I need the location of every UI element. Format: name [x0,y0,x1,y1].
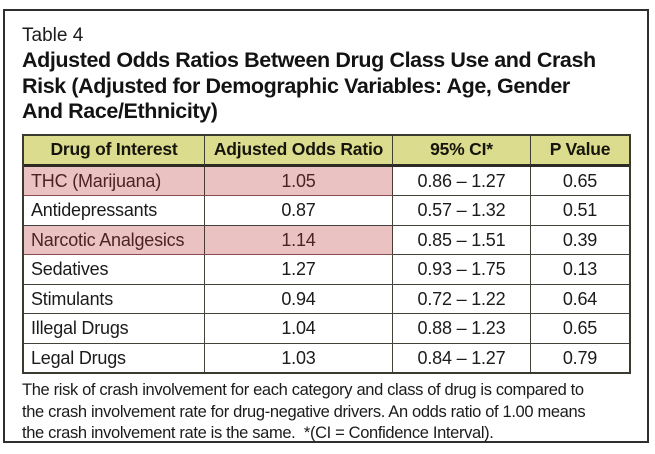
title-line-1: Adjusted Odds Ratios Between Drug Class … [22,48,596,72]
cell-drug: Illegal Drugs [24,314,205,344]
cell-ci: 0.84 – 1.27 [393,343,531,372]
cell-drug: Legal Drugs [24,343,205,372]
footnote-line-3: the crash involvement rate is the same. … [22,424,494,442]
cell-ci: 0.57 – 1.32 [393,196,531,226]
table-row-sedatives: Sedatives 1.27 0.93 – 1.75 0.13 [24,255,629,285]
column-header-p-value: P Value [531,135,629,167]
cell-odds-ratio: 1.27 [205,255,393,285]
column-header-95-ci: 95% CI* [393,135,531,167]
table-row-stimulants: Stimulants 0.94 0.72 – 1.22 0.64 [24,284,629,314]
table-row-illegal-drugs: Illegal Drugs 1.04 0.88 – 1.23 0.65 [24,314,629,344]
odds-ratio-table: Drug of Interest Adjusted Odds Ratio 95%… [22,133,631,374]
column-header-adjusted-odds-ratio: Adjusted Odds Ratio [205,135,393,167]
figure-content: Table 4 Adjusted Odds Ratios Between Dru… [5,11,647,445]
footnote-line-2: the crash involvement rate for drug-nega… [22,402,586,421]
cell-drug: Stimulants [24,284,205,314]
cell-ci: 0.88 – 1.23 [393,314,531,344]
cell-p-value: 0.39 [531,225,629,255]
cell-drug: Narcotic Analgesics [24,225,205,255]
column-header-drug-of-interest: Drug of Interest [24,135,205,167]
cell-p-value: 0.65 [531,166,629,196]
footnote: The risk of crash involvement for each c… [22,380,637,445]
cell-odds-ratio: 0.94 [205,284,393,314]
table-row-legal-drugs: Legal Drugs 1.03 0.84 – 1.27 0.79 [24,343,629,372]
cell-ci: 0.85 – 1.51 [393,225,531,255]
title-line-2: Risk (Adjusted for Demographic Variables… [22,73,570,98]
cell-odds-ratio: 1.04 [205,314,393,344]
cell-drug: THC (Marijuana) [24,166,205,196]
cell-drug: Sedatives [24,255,205,285]
cell-ci: 0.86 – 1.27 [393,166,531,196]
table-row-thc-marijuana: THC (Marijuana) 1.05 0.86 – 1.27 0.65 [24,166,629,196]
cell-odds-ratio: 1.05 [205,166,393,196]
cell-odds-ratio: 1.14 [205,225,393,255]
cell-p-value: 0.65 [531,314,629,344]
cell-p-value: 0.64 [531,284,629,314]
table-figure-frame: Table 4 Adjusted Odds Ratios Between Dru… [3,9,649,443]
title-line-3: And Race/Ethnicity) [22,99,218,123]
cell-odds-ratio: 1.03 [205,343,393,372]
cell-ci: 0.72 – 1.22 [393,284,531,314]
cell-odds-ratio: 0.87 [205,196,393,226]
cell-p-value: 0.13 [531,255,629,285]
cell-p-value: 0.79 [531,343,629,372]
header-row: Drug of Interest Adjusted Odds Ratio 95%… [24,135,629,167]
cell-ci: 0.93 – 1.75 [393,255,531,285]
footnote-line-1: The risk of crash involvement for each c… [22,381,584,399]
cell-p-value: 0.51 [531,196,629,226]
table-row-narcotic-analgesics: Narcotic Analgesics 1.14 0.85 – 1.51 0.3… [24,225,629,255]
table-title: Adjusted Odds Ratios Between Drug Class … [22,48,637,125]
cell-drug: Antidepressants [24,196,205,226]
table-label: Table 4 [22,25,84,46]
table-row-antidepressants: Antidepressants 0.87 0.57 – 1.32 0.51 [24,196,629,226]
